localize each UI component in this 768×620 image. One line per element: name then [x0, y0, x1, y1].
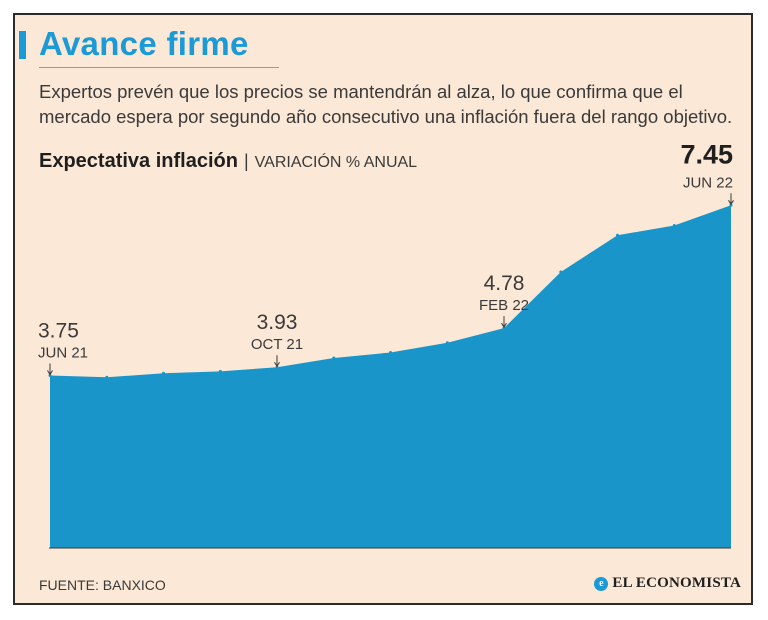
subtitle: Expertos prevén que los precios se mante… — [39, 81, 733, 127]
annotation-label: JUN 22 — [683, 174, 733, 191]
page-title: Avance firme — [39, 25, 249, 62]
brand-name: EL ECONOMISTA — [612, 575, 741, 591]
brand-mark-icon: e — [594, 576, 609, 591]
data-point-dic-21 — [389, 351, 392, 354]
data-point-jul-21 — [105, 375, 109, 379]
inflation-area — [50, 205, 731, 549]
annotation-arrow — [728, 200, 734, 206]
source-note: FUENTE: BANXICO — [39, 577, 166, 593]
chart-unit: VARIACIÓN % ANUAL — [254, 154, 418, 171]
annotation-arrow — [47, 370, 53, 376]
data-point-sep-21 — [218, 369, 222, 373]
infographic-card: Avance firme Expertos prevén que los pre… — [13, 13, 753, 605]
data-point-oct-21 — [275, 365, 279, 369]
data-point-ago-21 — [162, 371, 165, 375]
chart-heading: Expectativa inflación | VARIACIÓN % ANUAL — [39, 150, 417, 173]
data-point-mar-22 — [559, 270, 563, 274]
data-point-nov-21 — [332, 356, 336, 360]
data-point-jun-21 — [48, 374, 52, 377]
annotation-value: 3.93 — [257, 311, 298, 334]
title-accent-bar — [19, 31, 26, 59]
title-divider — [39, 67, 279, 68]
annotation-value: 3.75 — [38, 320, 79, 343]
annotation-value: 7.45 — [680, 139, 733, 169]
data-point-feb-22 — [502, 326, 506, 330]
annotation-label: FEB 22 — [479, 297, 529, 314]
data-point-abr-22 — [616, 233, 619, 237]
annotation-label: OCT 21 — [251, 336, 303, 353]
inflation-area-chart: JUN 21 3.75 OCT 21 3.93 FEB 22 4.78 JUN 22 7.45 — [38, 139, 734, 549]
brand-logo: e EL ECONOMISTA — [594, 575, 741, 592]
annotation-label: JUN 21 — [38, 345, 88, 362]
data-point-may-22 — [672, 224, 676, 227]
annotation-value: 4.78 — [484, 272, 525, 295]
data-point-jun-22 — [729, 203, 733, 207]
heading-separator: | — [243, 151, 249, 171]
chart-title: Expectativa inflación — [39, 150, 238, 172]
annotation-arrow — [274, 361, 280, 368]
annotation-arrow — [501, 322, 507, 329]
data-point-ene-22 — [445, 341, 449, 345]
